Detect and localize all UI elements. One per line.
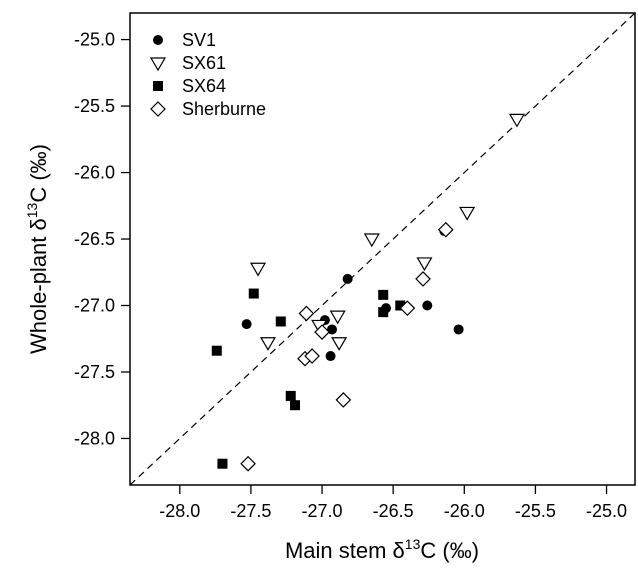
y-tick-label: -25.0 <box>74 30 115 50</box>
point-sx64 <box>248 288 259 299</box>
x-tick-label: -25.0 <box>586 501 627 521</box>
point-sx61 <box>508 113 525 128</box>
point-sv1 <box>241 319 252 330</box>
point-sherburne <box>335 392 352 408</box>
point-sx64 <box>211 345 222 356</box>
y-tick-label: -25.5 <box>74 96 115 116</box>
point-sx64 <box>217 458 228 469</box>
legend-label-sx64: SX64 <box>182 76 226 96</box>
legend: SV1 SX61 SX64 Sherburne <box>149 30 266 119</box>
x-axis-label-superscript: 13 <box>405 536 421 552</box>
y-axis-label-superscript: 13 <box>24 202 40 218</box>
legend-marker-sv1 <box>153 35 163 45</box>
point-sx64 <box>275 316 286 327</box>
x-tick-label: -28.0 <box>159 501 200 521</box>
point-sherburne <box>437 221 454 238</box>
x-axis-label-suffix: C (‰) <box>420 538 479 563</box>
point-sv1 <box>342 273 353 284</box>
y-axis-label: Whole-plant δ13C (‰) <box>24 144 51 354</box>
y-tick-label: -27.0 <box>74 296 115 316</box>
point-sx61 <box>363 233 380 248</box>
point-sv1 <box>422 300 433 311</box>
point-sx64 <box>378 289 389 300</box>
point-sherburne <box>240 455 256 472</box>
legend-label-sherburne: Sherburne <box>182 99 266 119</box>
point-sx61 <box>416 257 433 272</box>
one-to-one-reference-line <box>129 12 636 486</box>
y-axis-label-suffix: C (‰) <box>26 144 51 203</box>
point-sx61 <box>259 337 277 351</box>
legend-marker-sx64 <box>153 81 163 91</box>
x-axis-label: Main stem δ13C (‰) <box>285 536 479 563</box>
y-tick-label: -26.0 <box>74 163 115 183</box>
point-sx64 <box>285 390 296 401</box>
legend-label-sv1: SV1 <box>182 30 216 50</box>
y-axis-ticks: -28.0 -27.5 -27.0 -26.5 -26.0 -25.5 -25.0 <box>74 30 130 448</box>
point-sx64 <box>378 307 389 318</box>
y-tick-label: -26.5 <box>74 229 115 249</box>
x-tick-label: -27.0 <box>302 501 343 521</box>
point-sx64 <box>395 300 406 311</box>
x-axis-ticks: -28.0 -27.5 -27.0 -26.5 -26.0 -25.5 -25.0 <box>159 485 627 521</box>
x-tick-label: -26.0 <box>444 501 485 521</box>
legend-marker-sx61 <box>149 57 167 72</box>
point-sx64 <box>290 400 301 411</box>
y-axis-label-prefix: Whole-plant δ <box>26 218 51 354</box>
plot-frame <box>129 12 636 486</box>
x-tick-label: -27.5 <box>230 501 271 521</box>
point-sx61 <box>459 206 476 221</box>
point-sv1 <box>325 351 336 362</box>
legend-marker-sherburne <box>150 101 166 117</box>
x-tick-label: -26.5 <box>373 501 414 521</box>
point-sherburne <box>298 305 315 322</box>
point-sx61 <box>331 337 348 351</box>
point-sx61 <box>329 310 346 325</box>
point-sherburne <box>399 300 416 317</box>
point-sx61 <box>249 262 267 277</box>
point-sv1 <box>453 324 464 335</box>
legend-label-sx61: SX61 <box>182 53 226 73</box>
x-tick-label: -25.5 <box>515 501 556 521</box>
point-sherburne <box>304 348 320 364</box>
point-sherburne <box>314 324 330 340</box>
x-axis-label-prefix: Main stem δ <box>285 538 405 563</box>
point-sherburne <box>415 271 431 287</box>
y-tick-label: -28.0 <box>74 428 115 448</box>
y-tick-label: -27.5 <box>74 362 115 382</box>
data-points <box>211 113 525 472</box>
